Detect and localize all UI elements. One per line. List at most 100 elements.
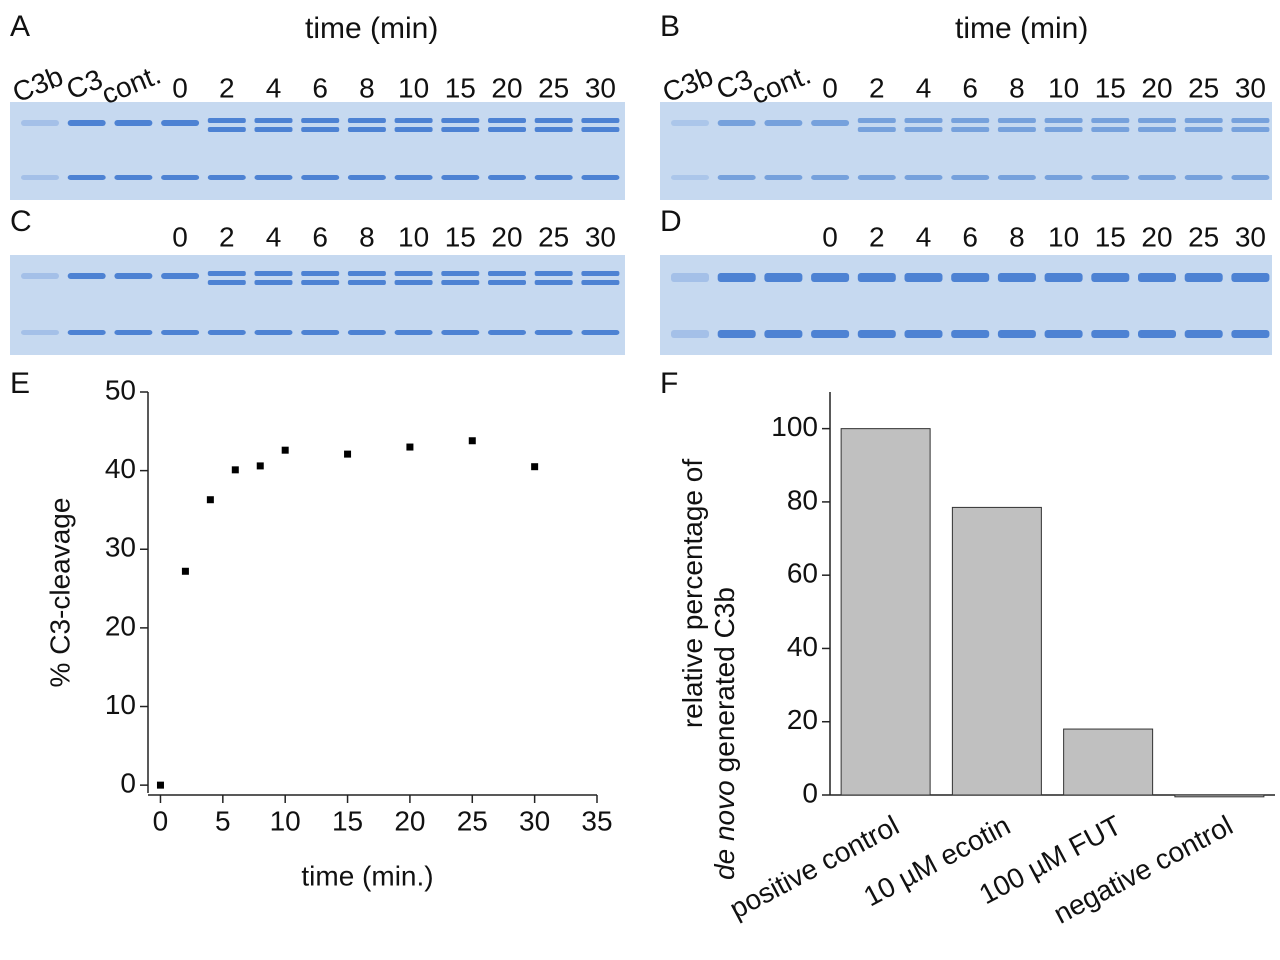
band [951, 330, 990, 338]
point [181, 567, 189, 575]
band [394, 280, 433, 285]
lane-label: 4 [266, 72, 282, 103]
band [581, 271, 620, 276]
band [1091, 118, 1130, 123]
band [207, 330, 246, 335]
band [114, 120, 153, 126]
lane-label: 25 [1188, 72, 1219, 103]
band [1184, 118, 1223, 123]
band [857, 118, 896, 123]
lane-label: 25 [538, 221, 569, 252]
panel-letter: E [10, 367, 30, 400]
bar [951, 506, 1042, 796]
band [811, 175, 850, 180]
lane-label: 4 [266, 221, 282, 252]
band [1184, 127, 1223, 132]
band [951, 118, 990, 123]
lane-label: 15 [445, 72, 476, 103]
bar [840, 428, 931, 796]
band [301, 330, 340, 335]
band [717, 273, 756, 282]
band [441, 330, 480, 335]
x-tick-label: 15 [332, 805, 363, 836]
lane-label: 15 [1095, 221, 1126, 252]
y-tick-label: 20 [105, 610, 136, 641]
band [717, 330, 756, 338]
lane-label: 25 [1188, 221, 1219, 252]
lane-label: 25 [538, 72, 569, 103]
lane-label: 6 [312, 72, 328, 103]
lane-label: 8 [1009, 72, 1025, 103]
band [301, 175, 340, 180]
band [67, 175, 106, 180]
band [394, 271, 433, 276]
band [441, 280, 480, 285]
band [997, 330, 1036, 338]
band [488, 330, 526, 335]
lane-label: C3b [658, 60, 717, 108]
band [301, 118, 340, 123]
band [1231, 118, 1270, 123]
y-tick-label: 40 [787, 631, 818, 662]
band [1231, 330, 1270, 338]
y-tick-label: 30 [105, 532, 136, 563]
band [488, 175, 526, 180]
band [441, 118, 480, 123]
band [207, 127, 246, 132]
point [281, 446, 289, 454]
lane-label: 8 [359, 72, 375, 103]
band [1138, 330, 1176, 338]
band [394, 175, 433, 180]
band [254, 118, 293, 123]
band [1138, 118, 1176, 123]
band [1091, 330, 1130, 338]
panel-letter: D [660, 205, 682, 238]
y-tick-label: 10 [105, 689, 136, 720]
lane-label: 20 [1141, 72, 1172, 103]
lane-label: 6 [962, 221, 978, 252]
band [581, 127, 620, 132]
band [857, 330, 896, 338]
band [717, 175, 756, 180]
panel-letter: C [10, 205, 32, 238]
band [21, 120, 59, 126]
band [347, 175, 386, 180]
band [997, 127, 1036, 132]
band [534, 175, 573, 180]
band [301, 280, 340, 285]
band [904, 330, 943, 338]
band [1231, 273, 1270, 282]
band [534, 127, 573, 132]
x-tick-label: 35 [581, 805, 612, 836]
band [114, 330, 153, 335]
lane-label: 4 [916, 72, 932, 103]
panel-letter: F [660, 367, 678, 400]
band [1138, 273, 1176, 282]
band [347, 280, 386, 285]
band [951, 127, 990, 132]
band [581, 118, 620, 123]
band [1184, 330, 1223, 338]
lane-label: 8 [359, 221, 375, 252]
band [347, 127, 386, 132]
band [904, 273, 943, 282]
y-axis-label-italic: de novo [709, 780, 740, 880]
x-tick-label: 25 [457, 805, 488, 836]
band [347, 330, 386, 335]
lane-label: 2 [869, 221, 885, 252]
lane-label: 10 [1048, 72, 1079, 103]
band [534, 118, 573, 123]
band [207, 175, 246, 180]
x-axis-label: time (min.) [301, 860, 433, 891]
band [764, 330, 803, 338]
gel [10, 102, 625, 200]
lane-label: 15 [445, 221, 476, 252]
lane-label: 10 [398, 72, 429, 103]
y-axis-label: relative percentage of de novo generated C… [677, 459, 740, 880]
band [581, 175, 620, 180]
band [1044, 118, 1083, 123]
lane-label: 0 [822, 221, 838, 252]
y-tick-label: 0 [120, 768, 136, 799]
band [1091, 127, 1130, 132]
band [534, 271, 573, 276]
